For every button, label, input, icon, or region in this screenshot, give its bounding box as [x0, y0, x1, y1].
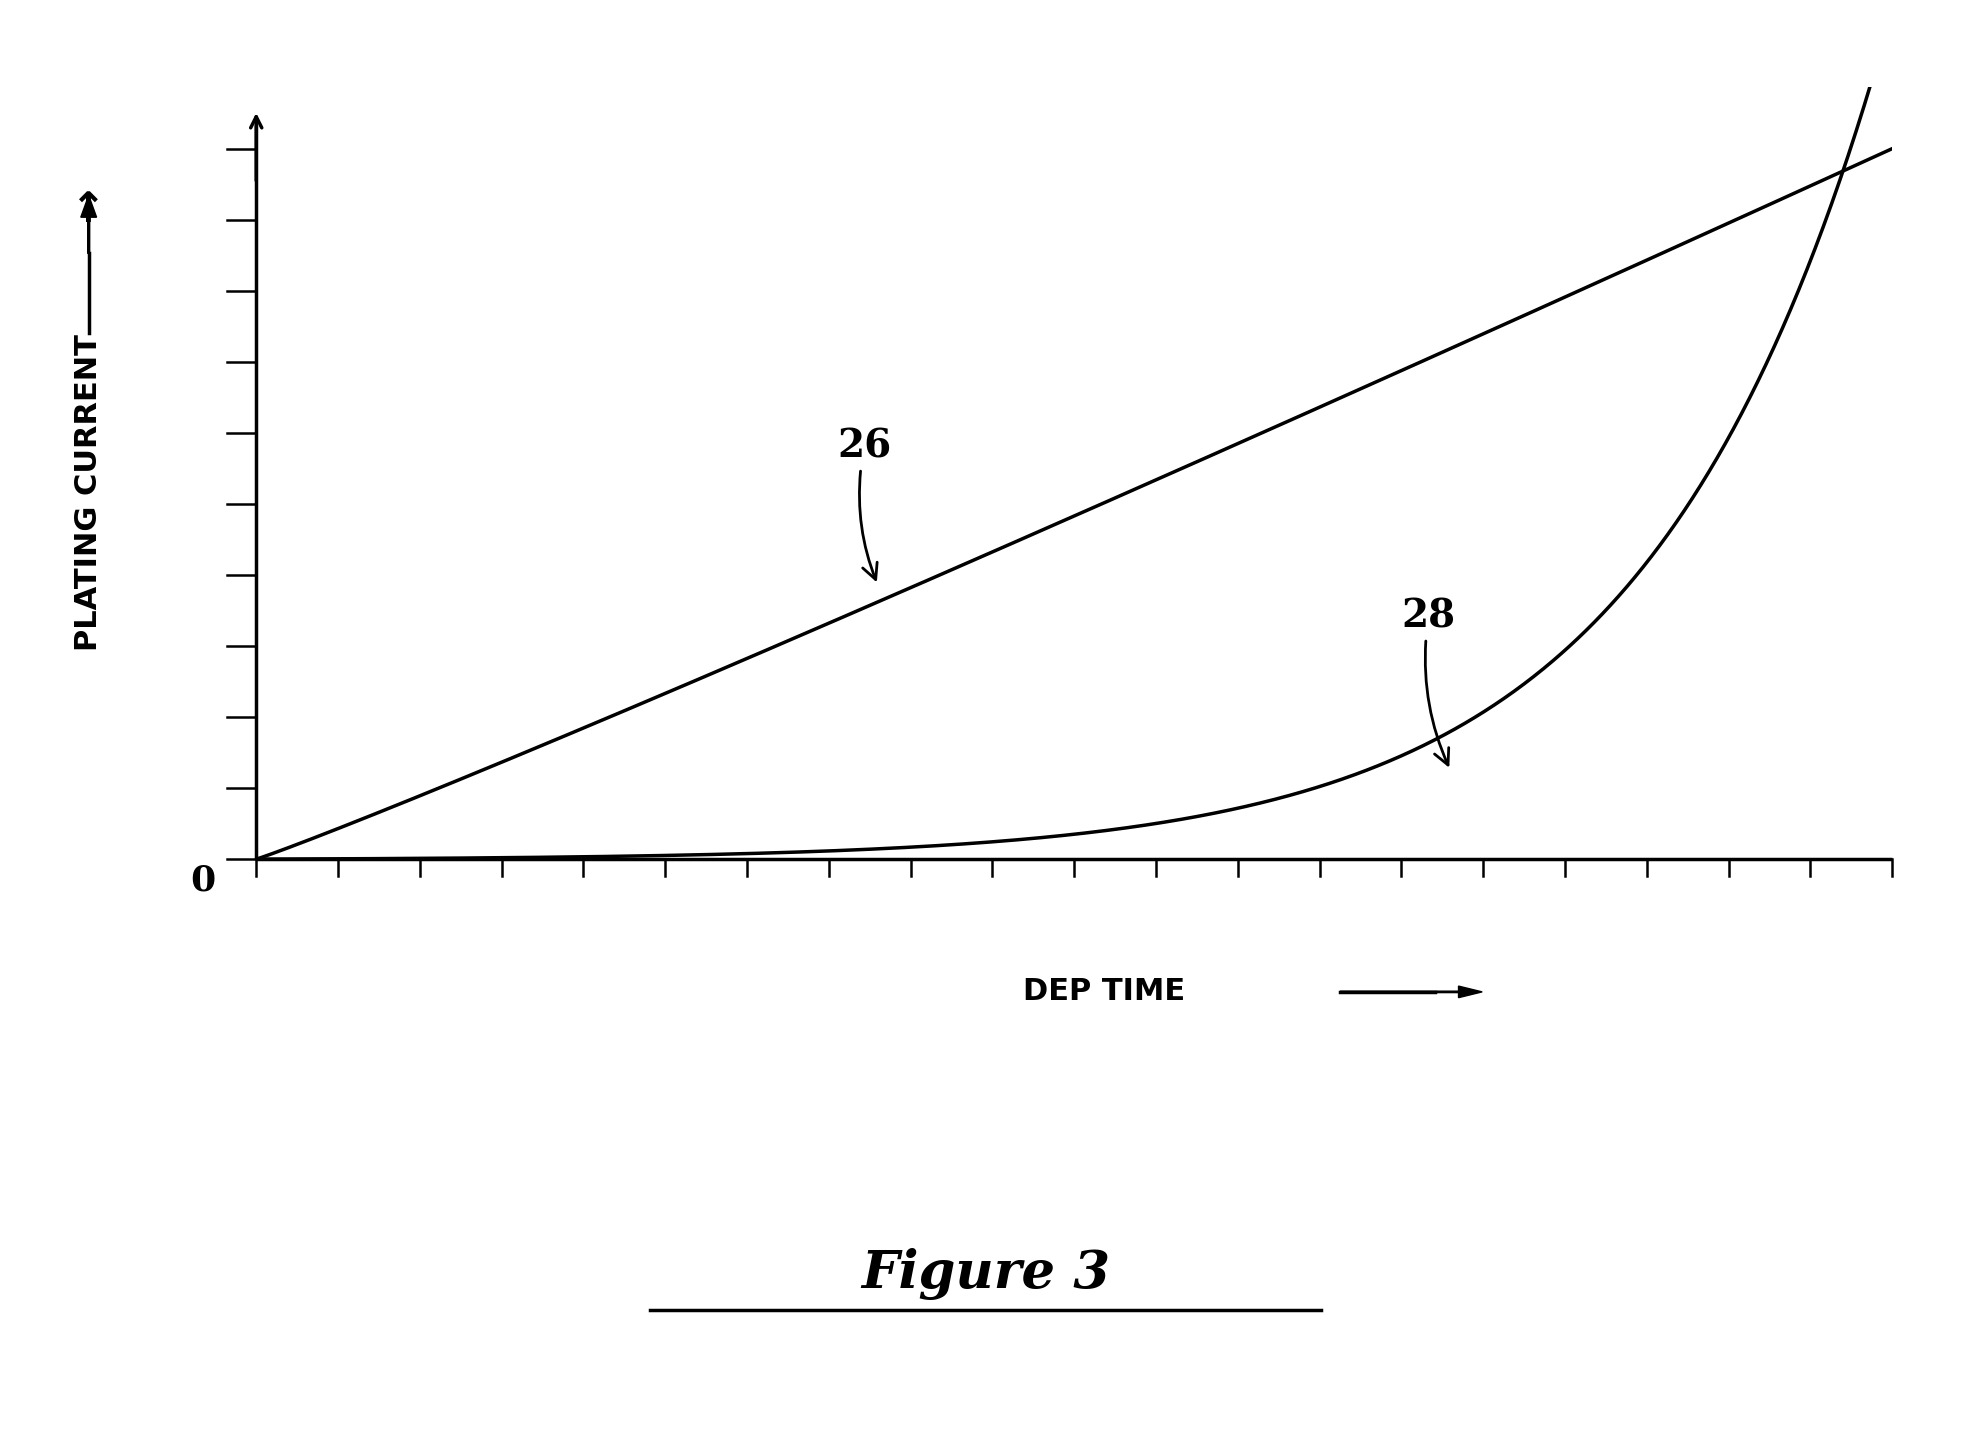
- Text: DEP TIME: DEP TIME: [1023, 977, 1185, 1006]
- Text: 26: 26: [838, 427, 891, 579]
- Text: 28: 28: [1401, 598, 1455, 765]
- Text: 0: 0: [189, 863, 215, 896]
- Text: Figure 3: Figure 3: [861, 1248, 1110, 1300]
- Text: PLATING CURRENT: PLATING CURRENT: [75, 334, 102, 650]
- Text: ↑: ↑: [71, 188, 106, 232]
